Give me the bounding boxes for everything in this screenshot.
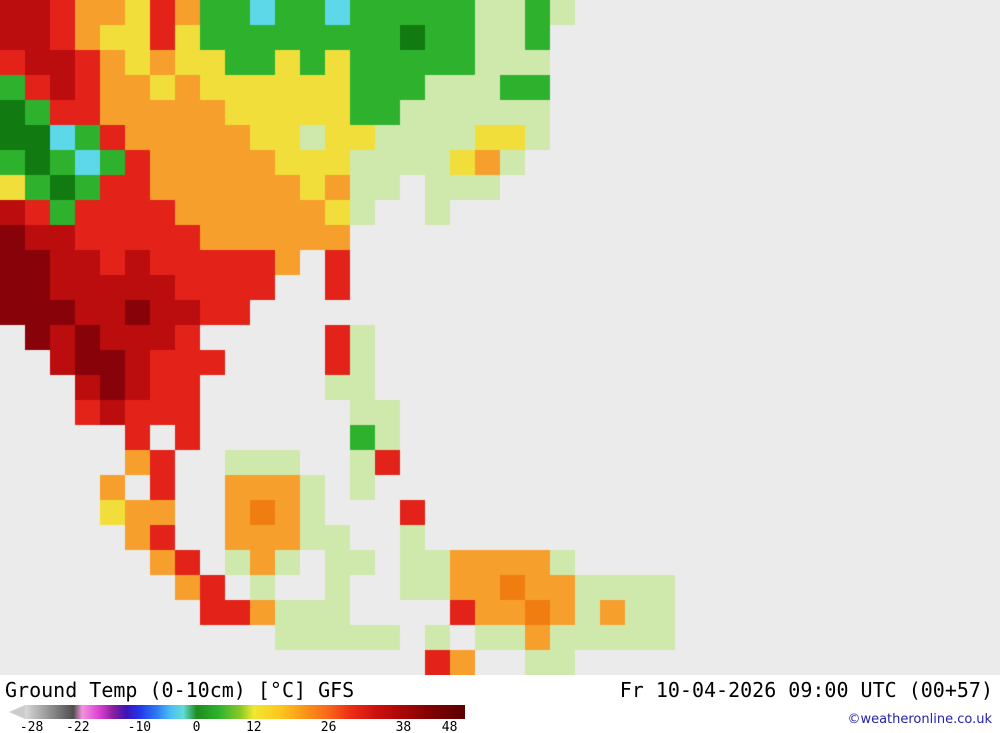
info-row: Ground Temp (0-10cm) [°C] GFS Fr 10-04-2… (0, 675, 1000, 703)
scale-label: 26 (320, 720, 337, 733)
temperature-map-canvas (0, 0, 1000, 675)
scale-label: 0 (192, 720, 201, 733)
scale-label: 12 (245, 720, 262, 733)
map-area (0, 0, 1000, 675)
legend-bar: Ground Temp (0-10cm) [°C] GFS Fr 10-04-2… (0, 675, 1000, 733)
scale-label: -28 (19, 720, 44, 733)
scale-gradient-bar (25, 705, 465, 719)
color-scale: -28 -22 -10 0 12 26 38 48 (9, 705, 465, 733)
scale-arrow-left-icon (9, 705, 25, 719)
scale-label: -22 (66, 720, 90, 733)
scale-label: 38 (395, 720, 412, 733)
scale-labels: -28 -22 -10 0 12 26 38 48 (20, 719, 465, 733)
scale-label: 48 (441, 720, 458, 733)
copyright-link[interactable]: ©weatheronline.co.uk (847, 712, 992, 727)
scale-label: -10 (127, 720, 152, 733)
map-datetime: Fr 10-04-2026 09:00 UTC (00+57) (619, 678, 993, 702)
scale-row: -28 -22 -10 0 12 26 38 48 ©weatheronline.co.uk (0, 703, 1000, 733)
map-title: Ground Temp (0-10cm) [°C] GFS (5, 678, 355, 702)
